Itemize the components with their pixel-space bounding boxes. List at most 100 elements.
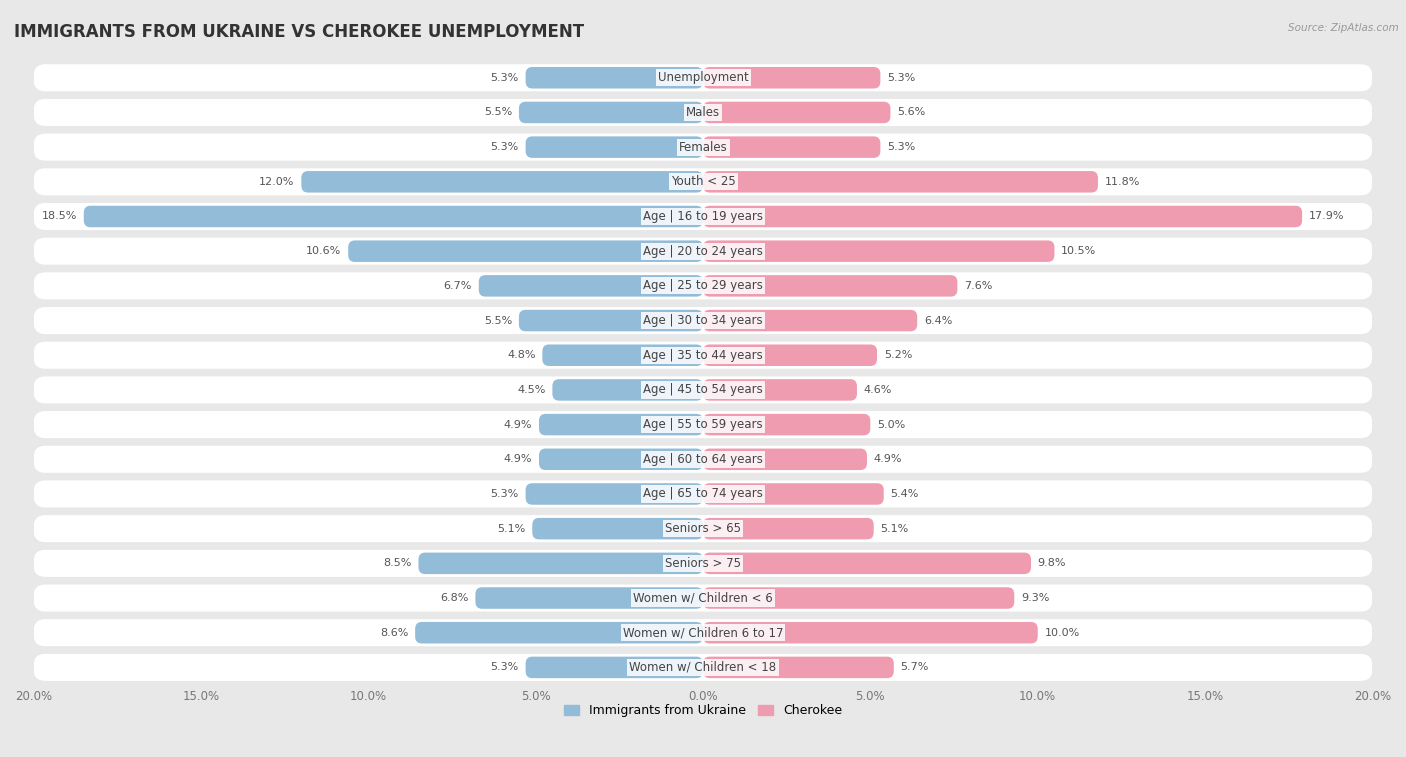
FancyBboxPatch shape <box>519 101 703 123</box>
Text: 9.3%: 9.3% <box>1021 593 1049 603</box>
FancyBboxPatch shape <box>703 553 1031 574</box>
FancyBboxPatch shape <box>301 171 703 192</box>
Text: 5.5%: 5.5% <box>484 316 512 326</box>
FancyBboxPatch shape <box>34 515 1372 542</box>
Text: 10.6%: 10.6% <box>307 246 342 256</box>
Text: Age | 65 to 74 years: Age | 65 to 74 years <box>643 488 763 500</box>
Legend: Immigrants from Ukraine, Cherokee: Immigrants from Ukraine, Cherokee <box>558 699 848 722</box>
FancyBboxPatch shape <box>34 168 1372 195</box>
FancyBboxPatch shape <box>703 622 1038 643</box>
FancyBboxPatch shape <box>703 136 880 158</box>
FancyBboxPatch shape <box>526 67 703 89</box>
FancyBboxPatch shape <box>703 241 1054 262</box>
Text: Males: Males <box>686 106 720 119</box>
Text: 5.3%: 5.3% <box>491 73 519 83</box>
Text: 5.6%: 5.6% <box>897 107 925 117</box>
FancyBboxPatch shape <box>703 67 880 89</box>
FancyBboxPatch shape <box>34 238 1372 265</box>
Text: 5.1%: 5.1% <box>498 524 526 534</box>
FancyBboxPatch shape <box>34 307 1372 334</box>
Text: Women w/ Children 6 to 17: Women w/ Children 6 to 17 <box>623 626 783 639</box>
Text: IMMIGRANTS FROM UKRAINE VS CHEROKEE UNEMPLOYMENT: IMMIGRANTS FROM UKRAINE VS CHEROKEE UNEM… <box>14 23 583 41</box>
FancyBboxPatch shape <box>526 483 703 505</box>
FancyBboxPatch shape <box>34 376 1372 403</box>
FancyBboxPatch shape <box>703 206 1302 227</box>
Text: 5.0%: 5.0% <box>877 419 905 430</box>
Text: 5.7%: 5.7% <box>900 662 929 672</box>
FancyBboxPatch shape <box>34 133 1372 160</box>
FancyBboxPatch shape <box>703 518 873 540</box>
FancyBboxPatch shape <box>34 619 1372 646</box>
Text: 5.5%: 5.5% <box>484 107 512 117</box>
Text: 5.3%: 5.3% <box>887 73 915 83</box>
Text: 12.0%: 12.0% <box>259 177 295 187</box>
FancyBboxPatch shape <box>543 344 703 366</box>
FancyBboxPatch shape <box>538 414 703 435</box>
Text: 4.9%: 4.9% <box>873 454 903 464</box>
FancyBboxPatch shape <box>703 171 1098 192</box>
Text: Females: Females <box>679 141 727 154</box>
Text: Women w/ Children < 6: Women w/ Children < 6 <box>633 591 773 605</box>
Text: Age | 55 to 59 years: Age | 55 to 59 years <box>643 418 763 431</box>
Text: 5.4%: 5.4% <box>890 489 918 499</box>
Text: Seniors > 65: Seniors > 65 <box>665 522 741 535</box>
FancyBboxPatch shape <box>415 622 703 643</box>
FancyBboxPatch shape <box>34 481 1372 507</box>
FancyBboxPatch shape <box>34 99 1372 126</box>
FancyBboxPatch shape <box>419 553 703 574</box>
Text: 11.8%: 11.8% <box>1105 177 1140 187</box>
FancyBboxPatch shape <box>538 449 703 470</box>
Text: 6.4%: 6.4% <box>924 316 952 326</box>
Text: Age | 25 to 29 years: Age | 25 to 29 years <box>643 279 763 292</box>
FancyBboxPatch shape <box>526 136 703 158</box>
Text: 5.1%: 5.1% <box>880 524 908 534</box>
FancyBboxPatch shape <box>519 310 703 332</box>
Text: Unemployment: Unemployment <box>658 71 748 84</box>
Text: Age | 45 to 54 years: Age | 45 to 54 years <box>643 384 763 397</box>
FancyBboxPatch shape <box>703 379 858 400</box>
FancyBboxPatch shape <box>703 483 884 505</box>
Text: 4.9%: 4.9% <box>503 454 533 464</box>
Text: Age | 20 to 24 years: Age | 20 to 24 years <box>643 245 763 257</box>
FancyBboxPatch shape <box>703 587 1014 609</box>
Text: 18.5%: 18.5% <box>42 211 77 222</box>
FancyBboxPatch shape <box>703 656 894 678</box>
Text: 5.3%: 5.3% <box>491 142 519 152</box>
Text: 10.0%: 10.0% <box>1045 628 1080 637</box>
FancyBboxPatch shape <box>34 341 1372 369</box>
FancyBboxPatch shape <box>526 656 703 678</box>
FancyBboxPatch shape <box>34 446 1372 473</box>
FancyBboxPatch shape <box>34 64 1372 92</box>
FancyBboxPatch shape <box>34 584 1372 612</box>
Text: 4.6%: 4.6% <box>863 385 891 395</box>
Text: Youth < 25: Youth < 25 <box>671 176 735 188</box>
Text: 8.5%: 8.5% <box>384 559 412 569</box>
FancyBboxPatch shape <box>703 310 917 332</box>
Text: 4.5%: 4.5% <box>517 385 546 395</box>
Text: Age | 35 to 44 years: Age | 35 to 44 years <box>643 349 763 362</box>
Text: Age | 60 to 64 years: Age | 60 to 64 years <box>643 453 763 466</box>
FancyBboxPatch shape <box>34 550 1372 577</box>
Text: 9.8%: 9.8% <box>1038 559 1066 569</box>
Text: Seniors > 75: Seniors > 75 <box>665 557 741 570</box>
FancyBboxPatch shape <box>553 379 703 400</box>
FancyBboxPatch shape <box>34 411 1372 438</box>
FancyBboxPatch shape <box>703 414 870 435</box>
Text: 5.3%: 5.3% <box>491 662 519 672</box>
FancyBboxPatch shape <box>34 203 1372 230</box>
FancyBboxPatch shape <box>533 518 703 540</box>
Text: 6.8%: 6.8% <box>440 593 468 603</box>
FancyBboxPatch shape <box>703 101 890 123</box>
Text: 4.9%: 4.9% <box>503 419 533 430</box>
Text: 10.5%: 10.5% <box>1062 246 1097 256</box>
FancyBboxPatch shape <box>34 654 1372 681</box>
FancyBboxPatch shape <box>703 275 957 297</box>
FancyBboxPatch shape <box>84 206 703 227</box>
FancyBboxPatch shape <box>349 241 703 262</box>
FancyBboxPatch shape <box>703 344 877 366</box>
Text: Age | 16 to 19 years: Age | 16 to 19 years <box>643 210 763 223</box>
FancyBboxPatch shape <box>34 273 1372 300</box>
Text: 5.2%: 5.2% <box>884 350 912 360</box>
Text: Source: ZipAtlas.com: Source: ZipAtlas.com <box>1288 23 1399 33</box>
FancyBboxPatch shape <box>475 587 703 609</box>
